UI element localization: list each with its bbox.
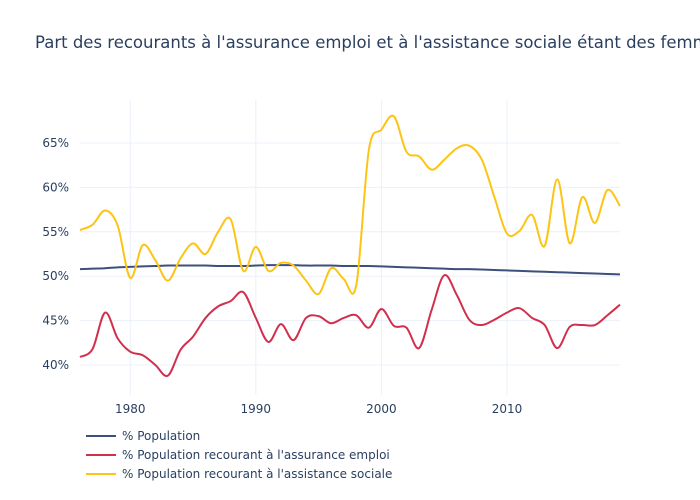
x-tick-label: 2010 — [492, 402, 523, 416]
legend-label: % Population recourant à l'assistance so… — [122, 466, 393, 481]
x-tick-label: 1980 — [115, 402, 146, 416]
y-tick-label: 60% — [42, 180, 69, 194]
legend-item[interactable]: % Population recourant à l'assurance emp… — [86, 445, 392, 464]
legend-label: % Population — [122, 428, 201, 443]
legend-swatch — [86, 434, 116, 437]
series-line-0 — [79, 264, 621, 276]
y-tick-label: 45% — [42, 314, 69, 328]
legend-label: % Population recourant à l'assurance emp… — [122, 447, 390, 462]
series-line-2 — [79, 114, 621, 296]
legend-item[interactable]: % Population recourant à l'assistance so… — [86, 464, 392, 483]
x-tick-label: 1990 — [241, 402, 272, 416]
legend-swatch — [86, 472, 116, 475]
legend: % Population % Population recourant à l'a… — [86, 426, 392, 483]
legend-item[interactable]: % Population — [86, 426, 392, 445]
y-tick-label: 55% — [42, 225, 69, 239]
y-tick-label: 50% — [42, 269, 69, 283]
legend-swatch — [86, 453, 116, 456]
x-tick-label: 2000 — [366, 402, 397, 416]
series-line-1 — [79, 274, 621, 378]
y-tick-label: 40% — [42, 358, 69, 372]
chart-title: Part des recourants à l'assurance emploi… — [35, 33, 700, 52]
y-tick-label: 65% — [42, 136, 69, 150]
